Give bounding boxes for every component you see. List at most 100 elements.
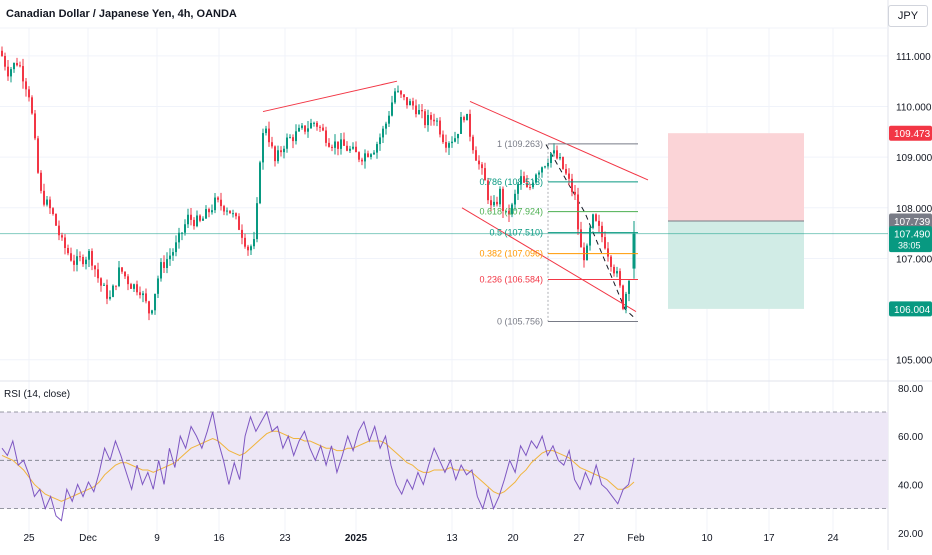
candle-body	[151, 310, 153, 314]
trend-line	[461, 207, 637, 313]
candle-body	[409, 101, 411, 106]
candle-body	[157, 278, 159, 294]
candle-body	[280, 150, 282, 153]
candle-body	[412, 101, 414, 106]
candle-body	[376, 144, 378, 153]
candle-body	[142, 293, 144, 296]
candle-body	[4, 55, 6, 67]
candle-body	[190, 214, 192, 220]
candle-body	[340, 139, 342, 149]
candle-body	[448, 143, 450, 148]
candle-body	[154, 293, 156, 311]
candle-body	[601, 225, 603, 238]
candle-body	[337, 141, 339, 149]
candle-body	[496, 201, 498, 205]
candle-body	[535, 174, 537, 183]
candle-body	[331, 146, 333, 148]
y-tick-label: 111.000	[896, 52, 931, 63]
candle-body	[178, 232, 180, 243]
candle-body	[418, 110, 420, 115]
candle-body	[31, 97, 33, 114]
candle-body	[28, 89, 30, 98]
candle-body	[121, 267, 123, 272]
candle-body	[313, 122, 315, 124]
candle-body	[421, 110, 423, 112]
fib-level-label: 1 (109.263)	[497, 139, 543, 149]
candle-body	[139, 292, 141, 296]
candle-body	[592, 214, 594, 228]
candle-body	[613, 266, 615, 274]
candle-body	[622, 285, 624, 309]
candle-body	[112, 285, 114, 297]
candle-body	[85, 259, 87, 265]
candle-body	[244, 237, 246, 247]
candle-body	[58, 225, 60, 236]
rsi-ma-line	[1, 430, 635, 502]
candle-body	[166, 259, 168, 268]
fib-level-label: 0 (105.756)	[497, 316, 543, 326]
candle-body	[400, 90, 402, 95]
candle-body	[70, 253, 72, 261]
x-tick-label: 16	[213, 533, 225, 544]
candle-body	[466, 113, 468, 121]
candle-body	[136, 284, 138, 293]
candle-body	[385, 123, 387, 129]
candle-body	[493, 201, 495, 206]
candle-body	[436, 120, 438, 122]
candle-body	[505, 210, 507, 212]
candle-body	[40, 172, 42, 191]
x-tick-label: 13	[446, 533, 458, 544]
candle-body	[529, 187, 531, 189]
currency-button[interactable]: JPY	[888, 5, 928, 27]
candle-body	[379, 137, 381, 145]
candle-body	[172, 252, 174, 256]
candle-body	[469, 113, 471, 137]
candle-body	[25, 81, 27, 90]
candle-body	[364, 153, 366, 162]
x-tick-label: 27	[573, 533, 585, 544]
candle-body	[352, 146, 354, 149]
candle-body	[283, 148, 285, 153]
candle-body	[454, 138, 456, 142]
x-tick-label: 10	[701, 533, 713, 544]
x-tick-label: 20	[507, 533, 519, 544]
x-tick-label: 17	[763, 533, 775, 544]
candle-body	[523, 176, 525, 183]
candle-body	[43, 190, 45, 205]
fib-swing-dashed-line	[545, 144, 637, 320]
x-tick-label: 25	[23, 533, 35, 544]
candle-body	[427, 115, 429, 126]
candle-body	[205, 209, 207, 219]
fib-level-label: 0.786 (108.513)	[479, 177, 543, 187]
candle-body	[181, 232, 183, 234]
y-tick-label: 105.000	[896, 356, 932, 367]
candle-body	[292, 137, 294, 142]
candle-body	[124, 271, 126, 277]
candle-body	[37, 138, 39, 173]
rsi-title: RSI (14, close)	[4, 389, 71, 400]
candle-body	[238, 216, 240, 230]
candle-body	[268, 128, 270, 143]
candle-body	[526, 182, 528, 188]
candle-body	[76, 256, 78, 265]
candle-body	[382, 128, 384, 138]
candle-body	[517, 184, 519, 194]
candle-body	[415, 105, 417, 115]
candle-body	[544, 166, 546, 168]
candle-body	[574, 191, 576, 195]
candle-body	[49, 199, 51, 209]
candle-body	[520, 176, 522, 185]
candle-body	[373, 152, 375, 155]
trend-line	[262, 80, 398, 113]
candle-body	[271, 142, 273, 147]
countdown-label: 38:05	[898, 241, 921, 251]
rsi-tick-label: 40.00	[898, 480, 923, 491]
candle-body	[265, 128, 267, 134]
fib-level-label: 0.5 (107.510)	[489, 228, 543, 238]
chart-title: Canadian Dollar / Japanese Yen, 4h, OAND…	[6, 8, 237, 20]
x-tick-label: 9	[154, 533, 160, 544]
candle-body	[19, 65, 21, 67]
candle-body	[499, 188, 501, 205]
